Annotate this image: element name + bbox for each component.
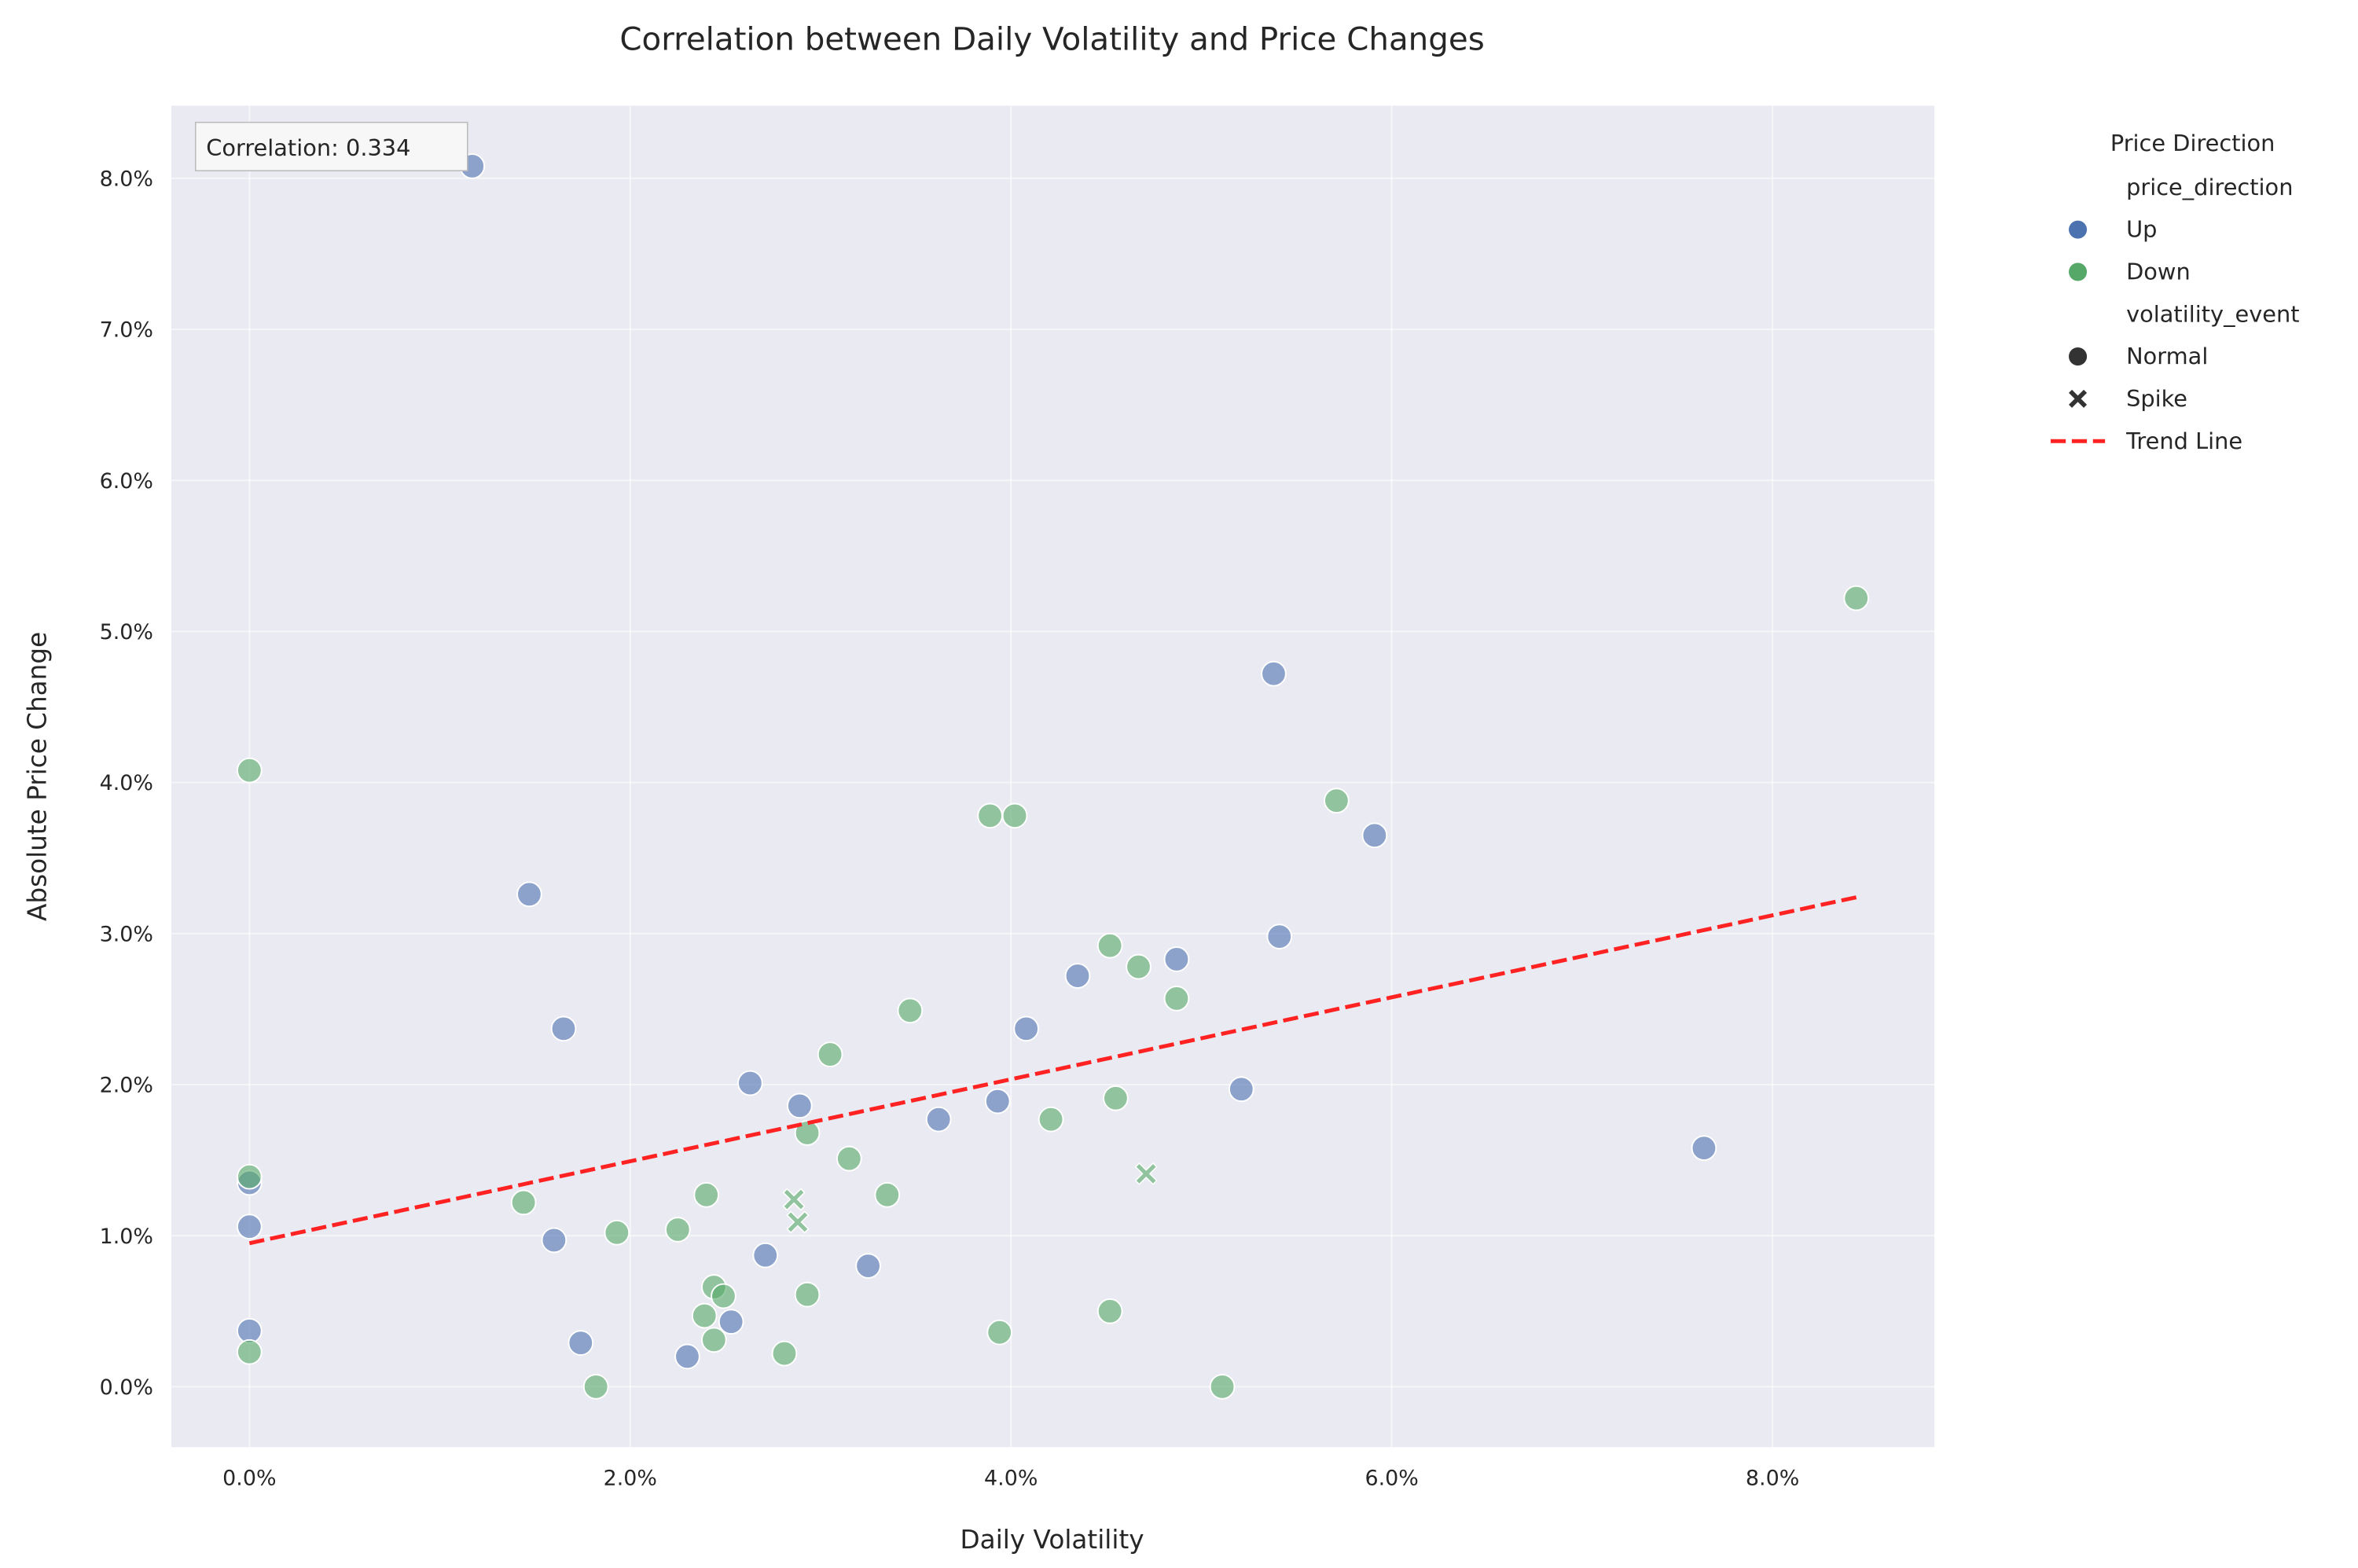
point-down — [582, 1374, 609, 1400]
spike-marker-down — [786, 1210, 810, 1234]
point-down — [977, 802, 1003, 829]
point-down — [237, 1163, 263, 1190]
y-tick-label: 0.0% — [100, 1375, 153, 1400]
point-up — [752, 1242, 779, 1269]
point-down — [1843, 585, 1870, 611]
x-tick-label: 2.0% — [604, 1466, 657, 1490]
point-down — [1096, 932, 1123, 959]
point-down — [1324, 788, 1350, 813]
legend-label: Up — [2126, 216, 2157, 243]
point-up — [1361, 822, 1388, 849]
legend-label: Trend Line — [2125, 428, 2242, 454]
annotation-box — [195, 121, 468, 171]
data-points — [237, 153, 1870, 1400]
point-down — [874, 1181, 901, 1208]
point-down — [897, 997, 924, 1024]
point-up — [984, 1088, 1011, 1114]
point-up — [1228, 1076, 1254, 1103]
point-up — [718, 1309, 744, 1335]
x-tick-label: 8.0% — [1746, 1466, 1799, 1490]
point-up — [674, 1343, 700, 1370]
legend-marker-spike — [2069, 389, 2088, 408]
point-down — [604, 1219, 630, 1246]
point-down — [1209, 1374, 1236, 1400]
point-down — [1096, 1298, 1123, 1324]
point-up — [567, 1330, 594, 1356]
point-down — [1126, 953, 1151, 980]
point-up — [1163, 946, 1190, 972]
point-down — [1038, 1106, 1064, 1133]
legend: Price Direction price_direction Up Down vol… — [2050, 130, 2300, 454]
point-down — [986, 1319, 1013, 1346]
point-up — [1266, 924, 1293, 949]
y-tick-label: 3.0% — [100, 922, 153, 946]
point-down — [836, 1145, 862, 1172]
point-down — [794, 1281, 821, 1308]
legend-label: Normal — [2126, 343, 2208, 369]
point-down — [1103, 1085, 1129, 1111]
point-down — [711, 1283, 736, 1309]
legend-marker-normal — [2069, 347, 2088, 366]
point-down — [237, 757, 263, 784]
y-axis-ticks: 0.0% 1.0% 2.0% 3.0% 4.0% 5.0% 6.0% 7.0% 8.0% — [100, 167, 153, 1400]
point-up — [1013, 1015, 1039, 1042]
point-up — [925, 1106, 952, 1133]
point-up — [1261, 660, 1287, 687]
point-down — [701, 1327, 727, 1353]
legend-marker-down — [2069, 263, 2088, 281]
point-down — [510, 1189, 537, 1216]
legend-marker-up — [2069, 220, 2088, 239]
legend-label: price_direction — [2126, 174, 2293, 200]
point-down — [817, 1041, 843, 1067]
point-down — [665, 1217, 691, 1243]
y-axis-label: Absolute Price Change — [23, 632, 53, 921]
point-down — [691, 1302, 718, 1329]
spike-marker-down — [1134, 1162, 1158, 1185]
y-tick-label: 1.0% — [100, 1225, 153, 1249]
x-tick-label: 0.0% — [222, 1466, 276, 1490]
point-up — [737, 1070, 763, 1096]
point-down — [1001, 802, 1028, 829]
legend-title: Price Direction — [2110, 130, 2275, 156]
point-down — [771, 1340, 798, 1367]
y-tick-label: 7.0% — [100, 318, 153, 343]
point-up — [550, 1015, 577, 1042]
x-axis-label: Daily Volatility — [960, 1525, 1144, 1555]
gridlines — [171, 105, 1934, 1448]
point-up — [1064, 963, 1091, 989]
point-up — [237, 1214, 263, 1239]
x-axis-ticks: 0.0% 2.0% 4.0% 6.0% 8.0% — [222, 1466, 1799, 1490]
y-tick-label: 6.0% — [100, 469, 153, 494]
plot-area — [171, 105, 1934, 1448]
point-down — [1163, 986, 1190, 1012]
point-up — [787, 1092, 813, 1119]
y-tick-label: 5.0% — [100, 620, 153, 644]
x-tick-label: 6.0% — [1364, 1466, 1418, 1490]
y-tick-label: 2.0% — [100, 1074, 153, 1098]
x-tick-label: 4.0% — [984, 1466, 1038, 1490]
point-down — [693, 1181, 720, 1208]
legend-label: volatility_event — [2126, 300, 2299, 327]
correlation-annotation: Correlation: 0.334 — [195, 121, 468, 171]
legend-label: Spike — [2126, 385, 2187, 412]
y-tick-label: 8.0% — [100, 167, 153, 191]
legend-label: Down — [2126, 259, 2191, 285]
point-up — [855, 1253, 881, 1279]
point-up — [1691, 1135, 1717, 1162]
point-up — [516, 881, 542, 908]
chart-title: Correlation between Daily Volatility and… — [619, 20, 1484, 57]
annotation-text: Correlation: 0.334 — [206, 134, 410, 161]
point-down — [237, 1338, 263, 1365]
y-tick-label: 4.0% — [100, 771, 153, 795]
point-down — [794, 1120, 821, 1146]
point-up — [541, 1227, 567, 1254]
spike-marker-down — [782, 1188, 806, 1211]
